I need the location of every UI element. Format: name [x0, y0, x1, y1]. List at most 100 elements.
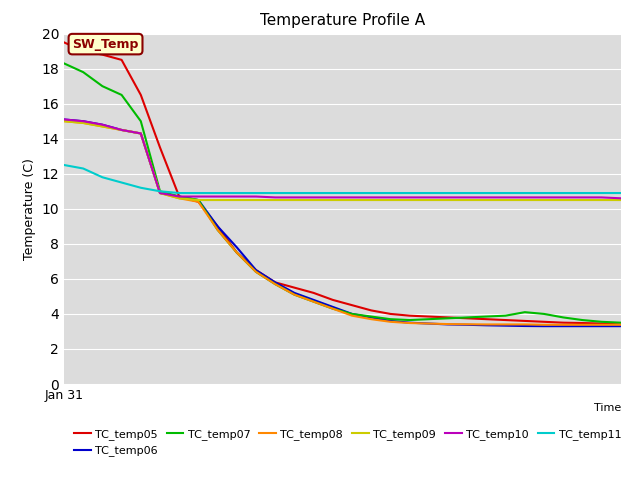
TC_temp10	[137, 131, 145, 136]
TC_temp08	[99, 123, 106, 129]
TC_temp10	[329, 194, 337, 200]
TC_temp07	[502, 313, 509, 319]
TC_temp08	[175, 195, 183, 201]
TC_temp06	[79, 118, 87, 124]
TC_temp10	[195, 193, 202, 199]
TC_temp10	[387, 194, 394, 200]
TC_temp11	[540, 190, 548, 196]
TC_temp07	[483, 313, 490, 319]
TC_temp05	[214, 223, 221, 229]
TC_temp06	[483, 323, 490, 328]
TC_temp06	[502, 323, 509, 328]
TC_temp09	[617, 197, 625, 203]
TC_temp08	[425, 321, 433, 326]
TC_temp09	[406, 197, 413, 203]
TC_temp08	[291, 292, 298, 298]
TC_temp07	[444, 315, 452, 321]
TC_temp05	[444, 314, 452, 320]
TC_temp07	[348, 311, 356, 317]
TC_temp09	[175, 195, 183, 201]
TC_temp10	[348, 194, 356, 200]
TC_temp06	[348, 311, 356, 317]
TC_temp09	[521, 197, 529, 203]
TC_temp08	[559, 322, 567, 328]
TC_temp06	[579, 324, 586, 329]
TC_temp07	[79, 69, 87, 75]
TC_temp11	[214, 190, 221, 196]
TC_temp05	[406, 313, 413, 319]
TC_temp08	[118, 127, 125, 133]
TC_temp06	[598, 324, 605, 329]
TC_temp08	[617, 322, 625, 328]
TC_temp09	[214, 197, 221, 203]
TC_temp06	[425, 321, 433, 326]
TC_temp08	[406, 320, 413, 326]
TC_temp09	[60, 118, 68, 124]
TC_temp09	[463, 197, 471, 203]
TC_temp07	[579, 317, 586, 323]
TC_temp07	[329, 306, 337, 312]
TC_temp06	[463, 322, 471, 328]
TC_temp06	[99, 122, 106, 128]
TC_temp09	[156, 190, 164, 196]
TC_temp05	[195, 199, 202, 204]
TC_temp05	[463, 315, 471, 321]
TC_temp07	[175, 193, 183, 199]
TC_temp05	[502, 317, 509, 323]
TC_temp06	[195, 197, 202, 203]
TC_temp07	[99, 84, 106, 89]
TC_temp11	[521, 190, 529, 196]
TC_temp07	[310, 299, 317, 304]
TC_temp10	[99, 122, 106, 128]
TC_temp11	[291, 190, 298, 196]
TC_temp11	[79, 166, 87, 171]
TC_temp07	[367, 313, 375, 319]
Legend: TC_temp05, TC_temp06, TC_temp07, TC_temp08, TC_temp09, TC_temp10, TC_temp11: TC_temp05, TC_temp06, TC_temp07, TC_temp…	[70, 425, 626, 461]
TC_temp05	[99, 52, 106, 58]
TC_temp06	[118, 127, 125, 133]
TC_temp06	[60, 117, 68, 122]
TC_temp11	[425, 190, 433, 196]
TC_temp09	[559, 197, 567, 203]
TC_temp06	[291, 290, 298, 296]
TC_temp11	[252, 190, 260, 196]
TC_temp06	[540, 324, 548, 329]
TC_temp09	[271, 197, 279, 203]
TC_temp06	[214, 223, 221, 229]
TC_temp10	[579, 194, 586, 200]
TC_temp11	[463, 190, 471, 196]
Line: TC_temp10: TC_temp10	[64, 120, 621, 198]
TC_temp08	[214, 227, 221, 233]
TC_temp05	[79, 48, 87, 54]
Line: TC_temp06: TC_temp06	[64, 120, 621, 326]
TC_temp08	[195, 199, 202, 204]
TC_temp05	[118, 57, 125, 63]
TC_temp06	[521, 323, 529, 329]
TC_temp08	[271, 281, 279, 287]
TC_temp05	[521, 318, 529, 324]
TC_temp05	[559, 320, 567, 325]
TC_temp07	[118, 92, 125, 98]
TC_temp09	[540, 197, 548, 203]
TC_temp07	[521, 309, 529, 315]
TC_temp10	[617, 195, 625, 201]
TC_temp07	[252, 269, 260, 275]
Line: TC_temp08: TC_temp08	[64, 121, 621, 325]
TC_temp08	[367, 316, 375, 322]
TC_temp05	[175, 193, 183, 199]
TC_temp05	[291, 285, 298, 290]
TC_temp09	[387, 197, 394, 203]
TC_temp08	[387, 319, 394, 324]
TC_temp09	[195, 197, 202, 203]
TC_temp08	[502, 322, 509, 327]
TC_temp06	[310, 297, 317, 303]
TC_temp05	[598, 321, 605, 326]
TC_temp08	[329, 306, 337, 312]
TC_temp05	[617, 322, 625, 327]
TC_temp07	[617, 320, 625, 325]
TC_temp10	[271, 194, 279, 200]
TC_temp09	[233, 197, 241, 203]
TC_temp07	[195, 197, 202, 203]
TC_temp09	[137, 131, 145, 136]
TC_temp08	[156, 190, 164, 196]
